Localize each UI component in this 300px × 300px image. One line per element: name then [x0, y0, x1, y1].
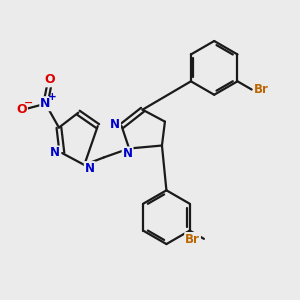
Text: N: N [123, 147, 133, 161]
Text: O: O [45, 73, 55, 86]
Text: Br: Br [185, 233, 200, 246]
Text: +: + [48, 92, 56, 102]
Text: N: N [50, 146, 60, 160]
Text: N: N [85, 162, 95, 175]
Text: Br: Br [254, 83, 269, 96]
Text: N: N [40, 97, 51, 110]
Text: −: − [24, 98, 33, 108]
Text: N: N [110, 118, 120, 131]
Text: O: O [16, 103, 27, 116]
